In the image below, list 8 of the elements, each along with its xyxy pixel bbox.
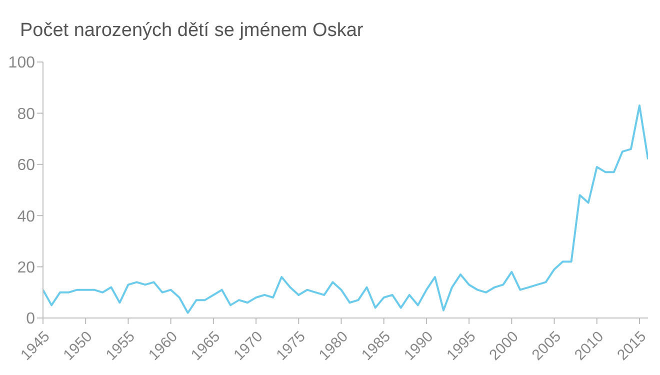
y-tick-label: 0 [26,310,36,328]
y-tick-label: 20 [17,259,36,276]
chart-title: Počet narozených dětí se jménem Oskar [20,20,364,42]
y-tick-label: 60 [17,157,36,174]
y-tick-label: 40 [17,208,36,226]
line-series [43,104,648,314]
y-tick-label: 80 [17,106,36,123]
y-tick-label: 100 [8,54,36,72]
